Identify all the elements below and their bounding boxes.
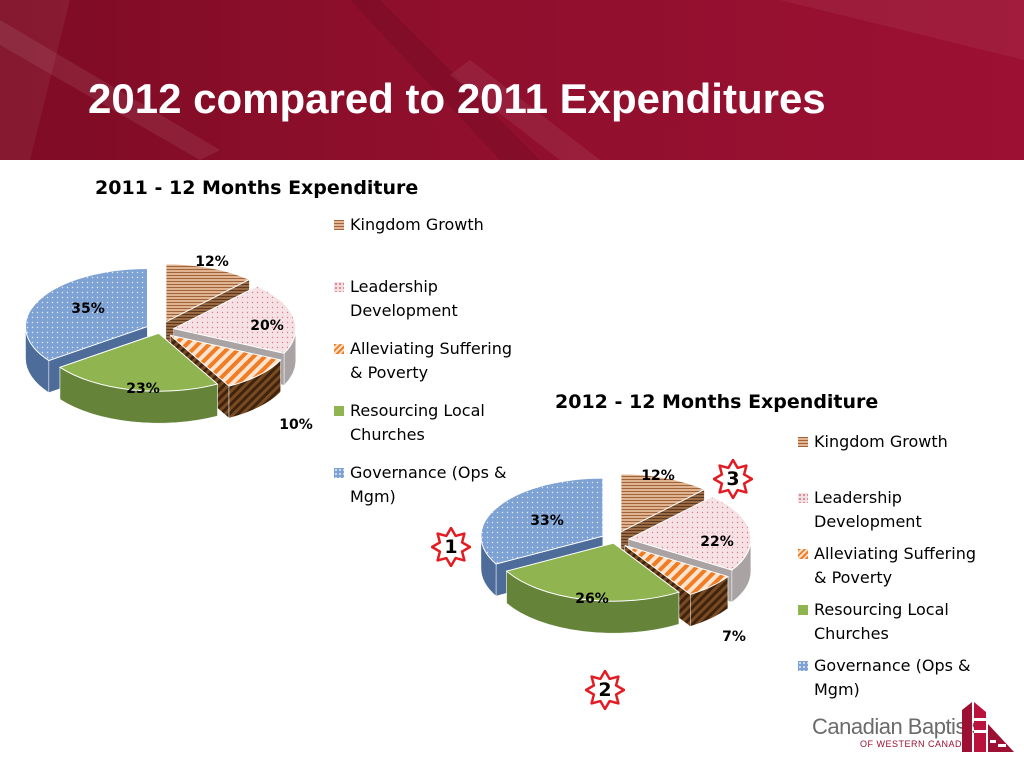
legend-item-leadership-development: Leadership Development [334, 275, 512, 337]
data-label-resourcing-local-churches: 23% [126, 381, 160, 397]
pie-slice-resourcing-local-churches [58, 332, 219, 424]
legend-item-governance: Governance (Ops & Mgm) [334, 461, 512, 523]
legend-label: Alleviating Suffering [814, 544, 976, 563]
legend-label: Churches [350, 425, 425, 444]
badge-2: 2 [585, 670, 625, 710]
legend-item-resourcing-local-churches: Resourcing Local Churches [334, 399, 512, 461]
starburst-icon [431, 527, 471, 567]
legend-item-kingdom-growth: Kingdom Growth [798, 430, 976, 486]
legend-label: Governance (Ops & [814, 656, 971, 675]
data-label-alleviating-suffering: 7% [722, 629, 746, 645]
data-label-leadership-development: 22% [700, 534, 734, 550]
badge-number: 3 [726, 468, 740, 490]
data-label-leadership-development: 20% [250, 318, 284, 334]
data-label-resourcing-local-churches: 26% [575, 591, 609, 607]
kingdom-growth-swatch [334, 220, 344, 230]
legend-2012: Kingdom Growth Leadership Development Al… [798, 430, 976, 710]
legend-label: Mgm) [350, 487, 396, 506]
pie-slice-resourcing-local-churches [505, 542, 680, 634]
resourcing-local-churches-swatch [798, 605, 808, 615]
legend-item-kingdom-growth: Kingdom Growth [334, 213, 512, 275]
legend-label: & Poverty [814, 568, 893, 587]
badge-number: 1 [444, 536, 458, 558]
legend-label: Alleviating Suffering [350, 339, 512, 358]
leadership-development-swatch [798, 493, 808, 503]
legend-item-alleviating-suffering: Alleviating Suffering & Poverty [334, 337, 512, 399]
legend-label: Mgm) [814, 680, 860, 699]
logo-name: Canadian Baptists [812, 714, 983, 739]
starburst-icon [585, 670, 625, 710]
data-label-governance: 33% [530, 513, 564, 529]
legend-item-alleviating-suffering: Alleviating Suffering & Poverty [798, 542, 976, 598]
badge-1: 1 [431, 527, 471, 567]
resourcing-local-churches-swatch [334, 406, 344, 416]
legend-label: Governance (Ops & [350, 463, 507, 482]
legend-label: Development [350, 301, 458, 320]
legend-label: Kingdom Growth [350, 215, 484, 234]
legend-item-resourcing-local-churches: Resourcing Local Churches [798, 598, 976, 654]
legend-label: Churches [814, 624, 889, 643]
kingdom-growth-swatch [798, 437, 808, 447]
badge-number: 2 [598, 679, 612, 701]
data-label-alleviating-suffering: 10% [279, 417, 313, 433]
legend-label: Development [814, 512, 922, 531]
logo-subtitle: OF WESTERN CANADA [860, 739, 969, 749]
data-label-governance: 35% [71, 301, 105, 317]
legend-label: Leadership [814, 488, 902, 507]
leadership-development-swatch [334, 282, 344, 292]
legend-label: & Poverty [350, 363, 429, 382]
alleviating-suffering-swatch [334, 344, 344, 354]
slide-title: 2012 compared to 2011 Expenditures [88, 75, 826, 122]
legend-label: Kingdom Growth [814, 432, 948, 451]
data-label-kingdom-growth: 12% [195, 254, 229, 270]
legend-label: Leadership [350, 277, 438, 296]
chart-title-2011: 2011 - 12 Months Expenditure [95, 177, 419, 199]
starburst-icon [713, 459, 753, 499]
legend-label: Resourcing Local [814, 600, 949, 619]
governance-swatch [334, 468, 344, 478]
legend-item-governance: Governance (Ops & Mgm) [798, 654, 976, 710]
logo: Canadian Baptists OF WESTERN CANADA [812, 700, 1016, 756]
data-label-kingdom-growth: 12% [641, 468, 675, 484]
badge-3: 3 [713, 459, 753, 499]
legend-label: Resourcing Local [350, 401, 485, 420]
legend-item-leadership-development: Leadership Development [798, 486, 976, 542]
chart-title-2012: 2012 - 12 Months Expenditure [555, 391, 879, 413]
governance-swatch [798, 661, 808, 671]
legend-2011: Kingdom Growth Leadership Development Al… [334, 213, 512, 523]
alleviating-suffering-swatch [798, 549, 808, 559]
logo-mark-icon [962, 702, 1014, 752]
header-band: 2012 compared to 2011 Expenditures [0, 0, 1024, 160]
pie-chart-2012: 12% 22% 7% 26% 33% [480, 468, 752, 645]
header-decoration [0, 0, 1024, 160]
pie-chart-2011: 12% 20% 10% 23% 35% [25, 254, 313, 433]
